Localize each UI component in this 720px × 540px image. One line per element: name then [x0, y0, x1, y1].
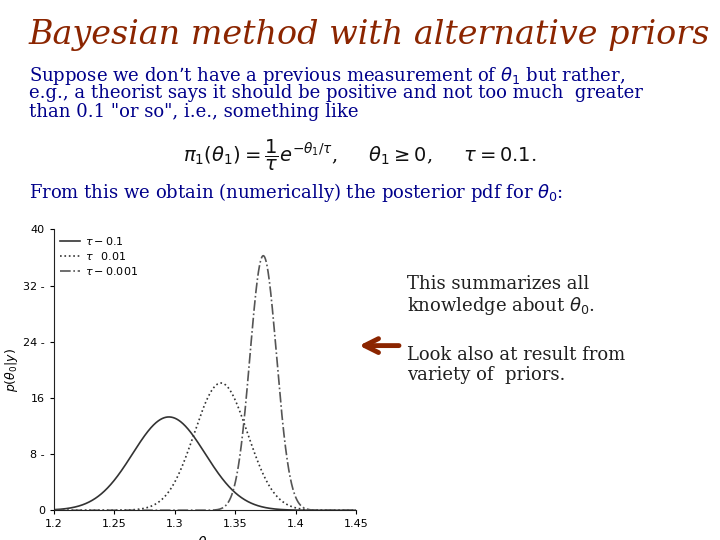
Text: Bayesian method with alternative priors: Bayesian method with alternative priors — [29, 19, 710, 51]
Text: knowledge about $\theta_0$.: knowledge about $\theta_0$. — [407, 295, 595, 318]
Text: From this we obtain (numerically) the posterior pdf for $\theta_0$:: From this we obtain (numerically) the po… — [29, 181, 563, 204]
X-axis label: $\theta_0$: $\theta_0$ — [197, 535, 213, 540]
Text: e.g., a theorist says it should be positive and not too much  greater: e.g., a theorist says it should be posit… — [29, 84, 643, 102]
Text: Look also at result from: Look also at result from — [407, 346, 625, 363]
Y-axis label: $p(\theta_0|y)$: $p(\theta_0|y)$ — [4, 348, 20, 392]
Text: variety of  priors.: variety of priors. — [407, 366, 565, 383]
Text: than 0.1 "or so", i.e., something like: than 0.1 "or so", i.e., something like — [29, 103, 359, 120]
Text: Suppose we don’t have a previous measurement of $\theta_1$ but rather,: Suppose we don’t have a previous measure… — [29, 65, 625, 87]
Text: $\pi_1(\theta_1) = \dfrac{1}{\tau}e^{-\theta_1/\tau}$,     $\theta_1 \geq 0$,   : $\pi_1(\theta_1) = \dfrac{1}{\tau}e^{-\t… — [183, 138, 537, 173]
Legend: $\tau - 0.1$, $\tau \;\;\; 0.01$, $\tau - 0.001$: $\tau - 0.1$, $\tau \;\;\; 0.01$, $\tau … — [60, 235, 138, 276]
Text: This summarizes all: This summarizes all — [407, 275, 589, 293]
